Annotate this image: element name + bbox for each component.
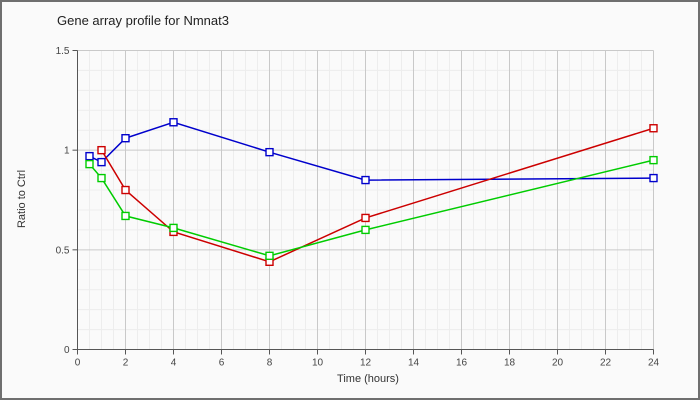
x-tick-label: 10 [312,358,324,369]
x-tick-label: 2 [123,358,129,369]
y-tick-label: 0.5 [56,245,70,256]
data-point-marker-blue [649,173,658,183]
data-point-marker-green [97,173,106,183]
data-point-marker-blue [97,157,106,167]
data-point-marker-green [121,211,130,221]
data-point-marker-green [361,225,370,235]
data-point-marker-red [121,185,130,195]
series-line-red [100,127,654,263]
x-tick-label: 4 [171,358,177,369]
x-tick-label: 12 [360,358,372,369]
x-tick-label: 14 [408,358,420,369]
x-tick-label: 18 [504,358,516,369]
chart-title: Gene array profile for Nmnat3 [57,13,229,28]
y-tick-label: 1 [64,146,70,157]
x-tick-label: 20 [552,358,564,369]
x-tick-label: 24 [648,358,660,369]
x-tick-label: 0 [75,358,81,369]
y-tick-label: 0 [64,345,70,356]
data-point-marker-blue [361,175,370,185]
data-point-marker-green [265,251,274,261]
x-tick-label: 8 [267,358,273,369]
data-point-marker-green [169,223,178,233]
x-tick-label: 16 [456,358,468,369]
series-line-blue [89,121,654,181]
data-point-marker-blue [85,151,94,161]
x-axis-title: Time (hours) [337,373,399,385]
data-point-marker-red [649,124,658,133]
series-line-green [88,159,654,257]
data-point-marker-blue [121,134,130,143]
data-point-marker-blue [265,147,274,157]
y-tick-label: 1.5 [56,46,70,57]
data-point-marker-red [97,145,106,155]
x-tick-label: 6 [219,358,225,369]
data-point-marker-green [85,159,94,169]
x-tick-label: 22 [600,358,612,369]
data-point-marker-green [649,155,658,165]
data-point-marker-red [361,213,370,223]
data-point-marker-blue [169,118,178,127]
